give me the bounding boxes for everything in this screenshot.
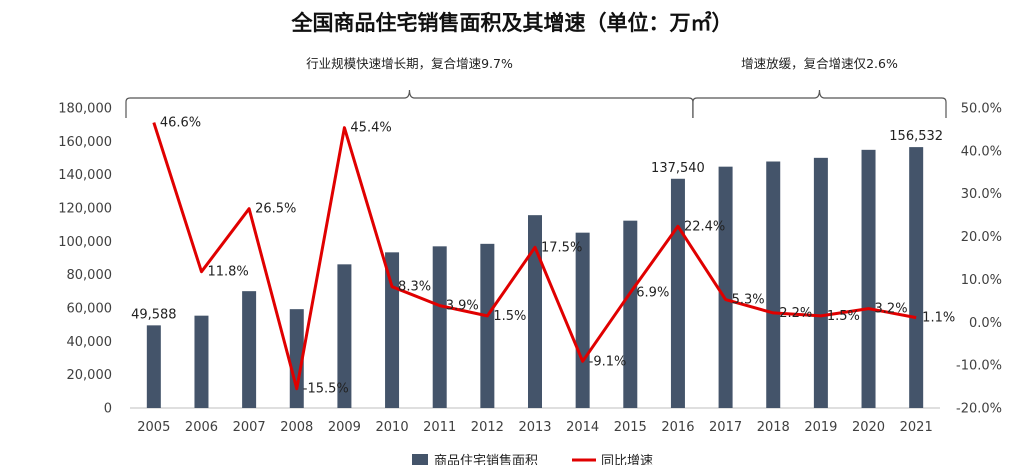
line-data-label: 45.4% <box>350 121 391 136</box>
y-left-tick-label: 140,000 <box>58 168 112 183</box>
y-left-tick-label: 80,000 <box>67 268 113 283</box>
line-data-labels: 46.6% 11.8% 26.5% -15.5% 45.4% 8.3% 3.9% 1.5% 17… <box>160 116 955 397</box>
chart-title: 全国商品住宅销售面积及其增速（单位：万㎡） <box>291 10 733 35</box>
x-tick-label: 2005 <box>137 420 170 435</box>
bar <box>289 309 304 408</box>
bar <box>909 147 924 408</box>
x-tick-label: 2018 <box>757 420 790 435</box>
x-tick-label: 2014 <box>566 420 599 435</box>
legend-label-line: 同比增速 <box>601 454 653 465</box>
y-right-tick-label: 20.0% <box>961 230 1002 245</box>
x-tick-label: 2017 <box>709 420 742 435</box>
y-right-tick-label: 50.0% <box>961 102 1002 117</box>
y-axis-left: 0 20,000 40,000 60,000 80,000 100,000 120,000 1… <box>58 102 112 417</box>
x-tick-label: 2020 <box>852 420 885 435</box>
bar-data-label: 137,540 <box>651 161 705 176</box>
growth-line <box>152 122 917 391</box>
y-right-tick-label: 0.0% <box>969 316 1002 331</box>
x-tick-label: 2016 <box>661 420 694 435</box>
bar <box>146 325 161 408</box>
legend: 商品住宅销售面积 同比增速 <box>412 453 653 465</box>
line-data-label: 46.6% <box>160 116 201 131</box>
bar <box>194 315 209 408</box>
bar <box>718 166 733 408</box>
y-axis-right: -20.0% -10.0% 0.0% 10.0% 20.0% 30.0% 40.0% 50.0… <box>956 102 1002 417</box>
line-data-label: 11.8% <box>207 265 248 280</box>
x-tick-label: 2010 <box>376 420 409 435</box>
x-tick-label: 2015 <box>614 420 647 435</box>
line-data-label: 5.3% <box>732 293 765 308</box>
x-tick-label: 2012 <box>471 420 504 435</box>
bar <box>766 161 781 408</box>
line-data-label: 3.9% <box>446 299 479 314</box>
y-left-tick-label: 160,000 <box>58 135 112 150</box>
x-tick-label: 2019 <box>804 420 837 435</box>
x-tick-label: 2008 <box>280 420 313 435</box>
bar <box>480 243 495 408</box>
line-data-label: 1.5% <box>493 309 526 324</box>
x-tick-label: 2009 <box>328 420 361 435</box>
bar <box>432 246 447 408</box>
x-axis-labels: 2005 2006 2007 2008 2009 2010 2011 2012 2013 2014… <box>137 420 932 435</box>
brace-left: 行业规模快速增长期，复合增速9.7% <box>125 56 694 118</box>
y-left-tick-label: 180,000 <box>58 102 112 117</box>
y-left-tick-label: 60,000 <box>67 302 113 317</box>
bar <box>623 220 638 408</box>
brace-right: 增速放缓，复合增速仅2.6% <box>692 56 947 118</box>
bar-data-labels: 49,588 137,540 156,532 <box>131 129 943 322</box>
line-data-label: 8.3% <box>398 280 431 295</box>
x-tick-label: 2021 <box>900 420 933 435</box>
line-data-label: 1.1% <box>922 311 955 326</box>
bar-data-label: 156,532 <box>889 129 943 144</box>
bar <box>813 157 828 408</box>
y-left-tick-label: 20,000 <box>67 368 113 383</box>
bar <box>337 264 352 408</box>
bar-data-label: 49,588 <box>131 307 177 322</box>
y-left-tick-label: 0 <box>104 402 112 417</box>
bar <box>670 178 685 408</box>
x-tick-label: 2011 <box>423 420 456 435</box>
x-tick-label: 2007 <box>233 420 266 435</box>
annotation-left: 行业规模快速增长期，复合增速9.7% <box>306 56 513 71</box>
annotation-right: 增速放缓，复合增速仅2.6% <box>741 56 898 71</box>
bar-series <box>146 147 924 409</box>
line-data-label: 26.5% <box>255 202 296 217</box>
bar <box>385 252 400 408</box>
legend-swatch-bar <box>412 454 428 465</box>
x-tick-label: 2006 <box>185 420 218 435</box>
line-series <box>152 122 917 391</box>
line-data-label: -9.1% <box>589 354 627 369</box>
y-left-tick-label: 120,000 <box>58 202 112 217</box>
brace-right-path <box>692 89 947 118</box>
line-data-label: 1.5% <box>827 309 860 324</box>
line-data-label: -15.5% <box>303 382 349 397</box>
legend-label-bar: 商品住宅销售面积 <box>434 453 538 465</box>
bar <box>575 232 590 408</box>
bar <box>242 291 257 408</box>
y-right-tick-label: 40.0% <box>961 144 1002 159</box>
bar <box>528 215 542 408</box>
line-data-label: 3.2% <box>875 302 908 317</box>
bar <box>861 149 876 409</box>
y-right-tick-label: -10.0% <box>956 359 1002 374</box>
y-right-tick-label: 30.0% <box>961 187 1002 202</box>
x-tick-label: 2013 <box>518 420 551 435</box>
y-left-tick-label: 100,000 <box>58 235 112 250</box>
line-data-label: 22.4% <box>684 219 725 234</box>
y-right-tick-label: 10.0% <box>961 273 1002 288</box>
line-data-label: 6.9% <box>636 286 669 301</box>
y-right-tick-label: -20.0% <box>956 402 1002 417</box>
line-data-label: 17.5% <box>541 240 582 255</box>
y-left-tick-label: 40,000 <box>67 335 113 350</box>
brace-left-path <box>125 89 694 118</box>
line-data-label: 2.2% <box>779 306 812 321</box>
